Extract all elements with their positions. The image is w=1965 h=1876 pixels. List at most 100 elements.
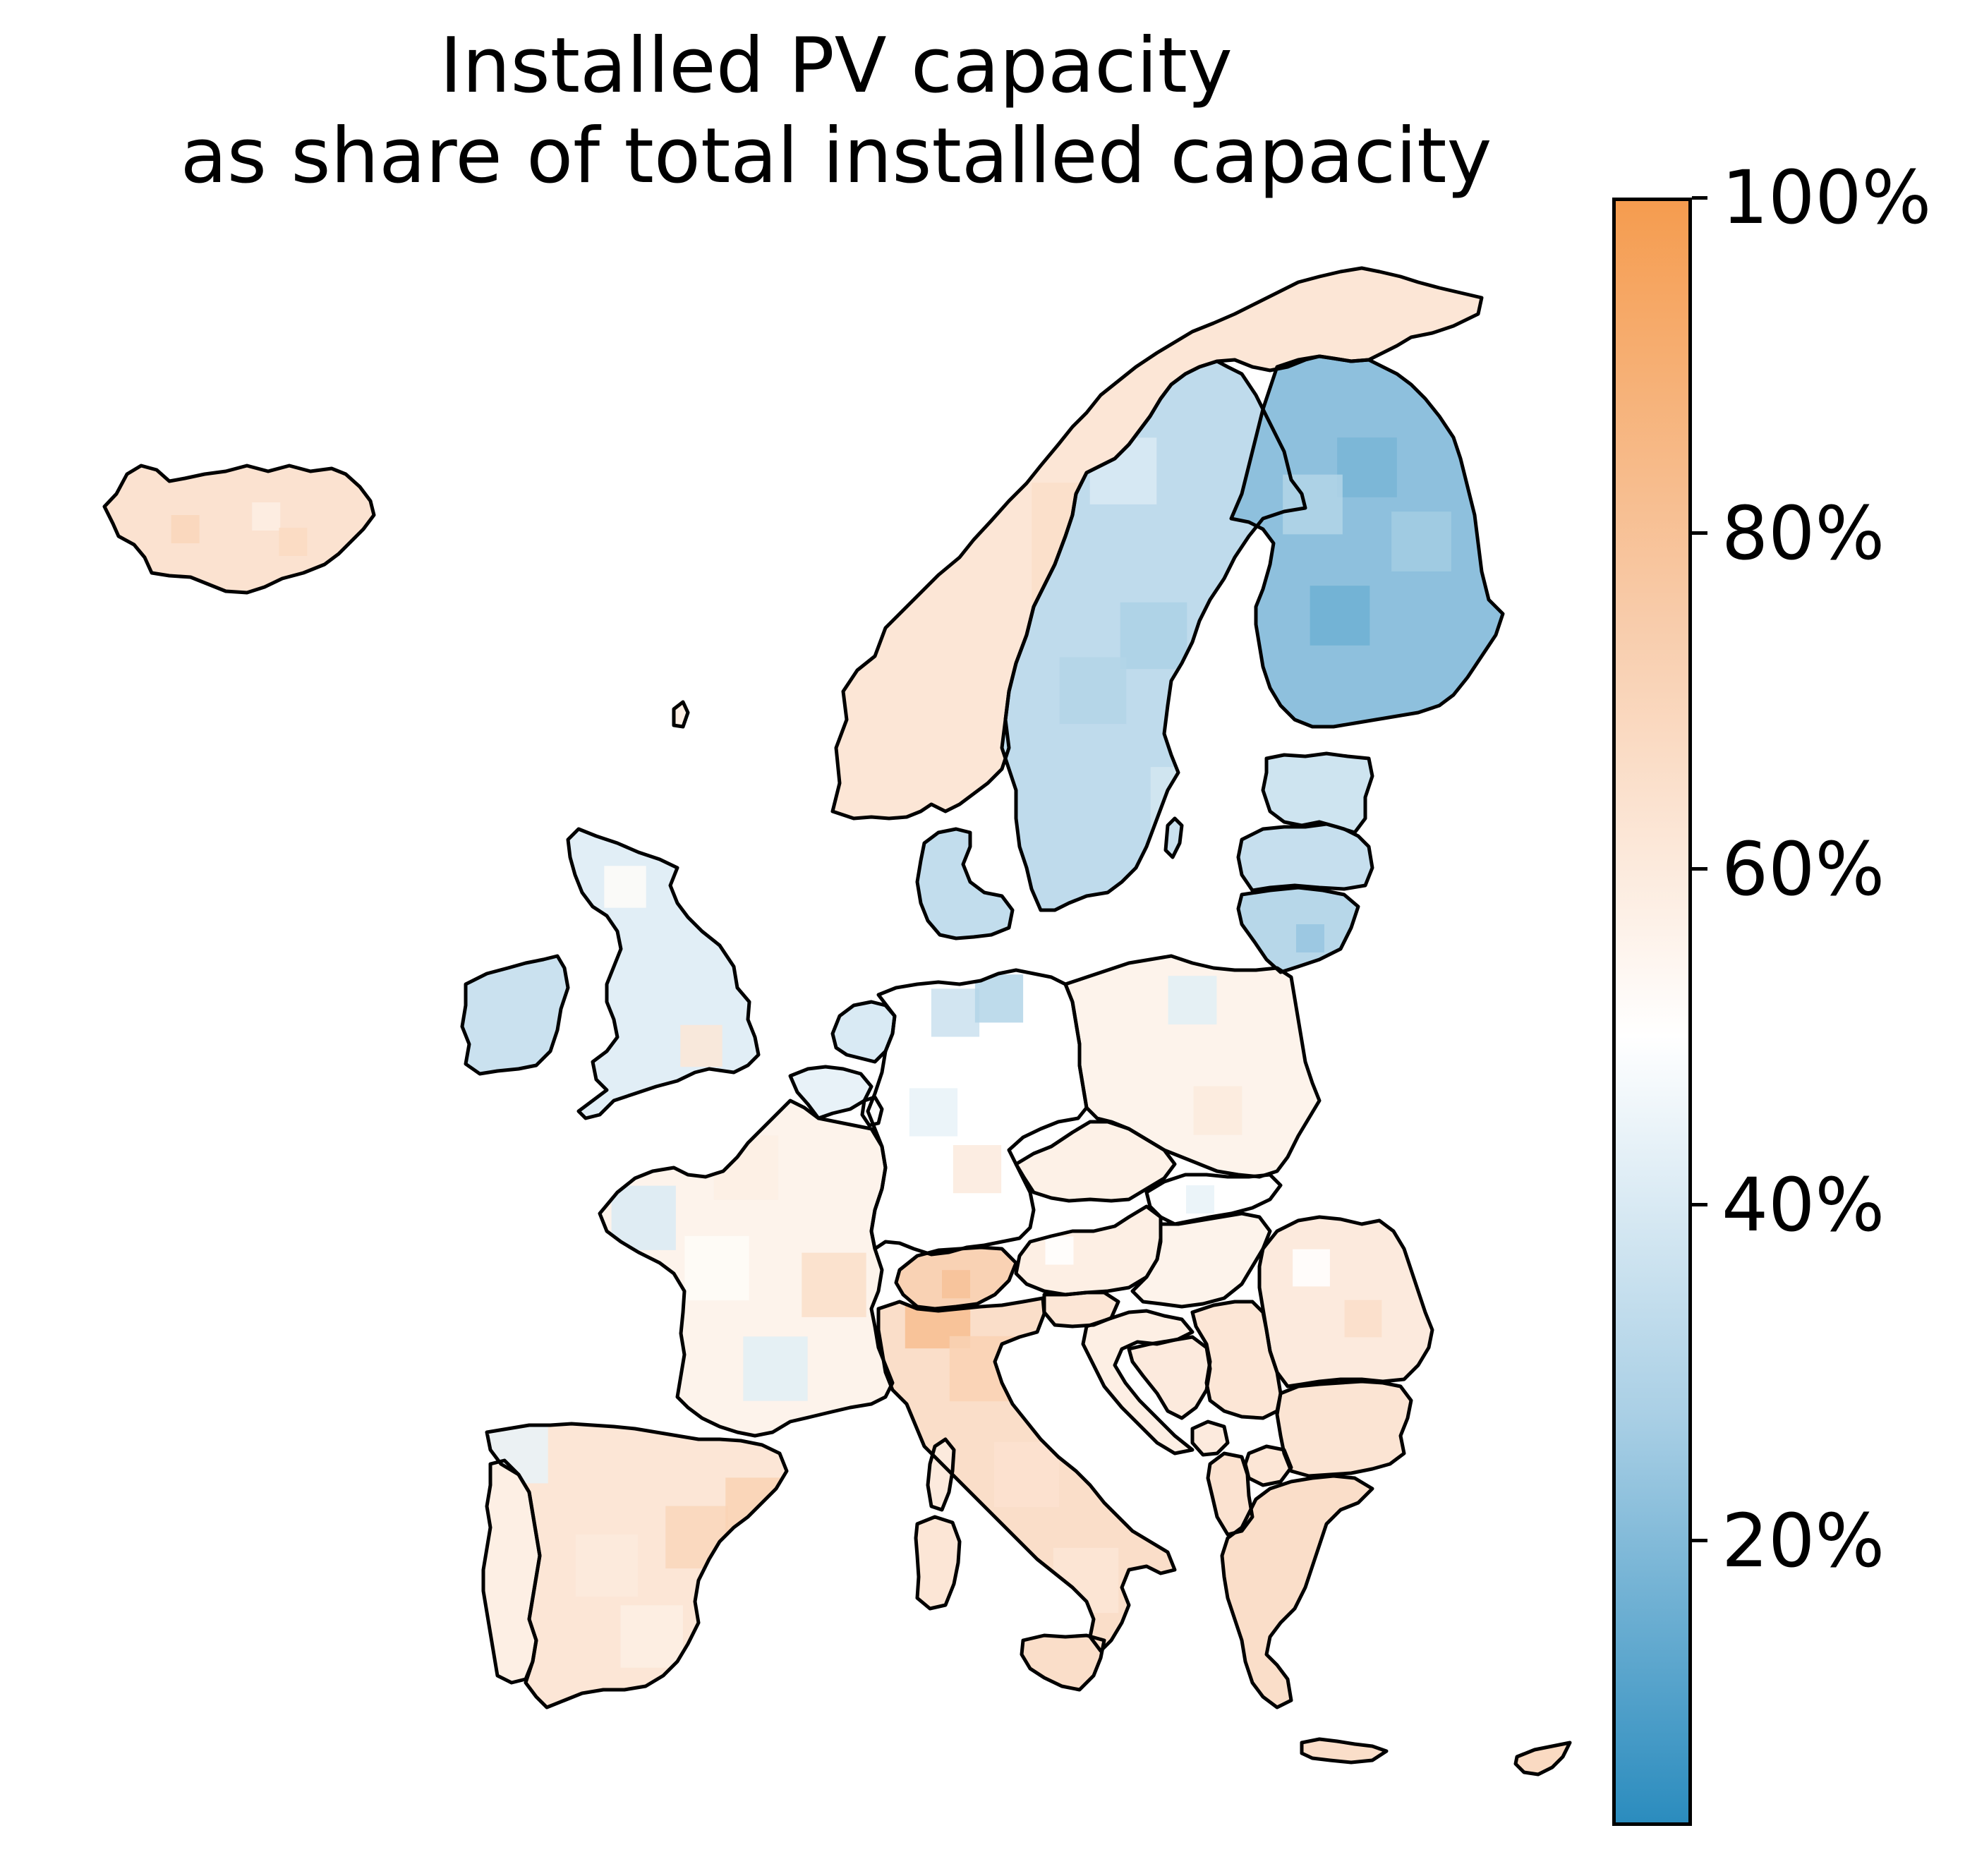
border-bosnia-and-herzegovina (1127, 1335, 1212, 1420)
border-crete (1300, 1737, 1389, 1765)
border-united-kingdom (566, 827, 761, 1120)
grid-cell (1337, 437, 1397, 497)
region-austria (1016, 1206, 1161, 1295)
grid-cell (1168, 976, 1217, 1025)
grid-cell (604, 866, 646, 908)
border-montenegro (1190, 1420, 1230, 1457)
region-denmark (917, 829, 1012, 938)
region-ireland (462, 956, 568, 1074)
grid-cell (1150, 767, 1218, 834)
region-iceland (104, 466, 374, 593)
region-north-macedonia (1245, 1446, 1291, 1485)
grid-cell (1344, 1300, 1382, 1338)
border-latvia (1236, 822, 1374, 892)
grid-cell (279, 528, 308, 556)
border-sicily (1020, 1633, 1106, 1692)
grid-cell (931, 988, 980, 1037)
border-albania (1206, 1451, 1254, 1537)
grid-cell (684, 1235, 749, 1301)
grid-cell (680, 1024, 722, 1067)
grid-cell (575, 1534, 639, 1597)
colorbar-tick-mark (1692, 531, 1707, 535)
grid-cell (171, 515, 200, 543)
border-switzerland (894, 1245, 1018, 1311)
border-poland (1063, 954, 1322, 1179)
region-estonia (1263, 754, 1372, 833)
border-romania (1257, 1215, 1434, 1388)
grid-cell (620, 1605, 683, 1668)
region-crete (1302, 1739, 1386, 1762)
colorbar-tick-mark (1692, 867, 1707, 871)
border-croatia (1081, 1309, 1195, 1456)
border-hungary (1130, 1211, 1272, 1309)
border-slovakia (1144, 1173, 1283, 1226)
region-albania (1208, 1453, 1252, 1535)
region-sicily (1022, 1635, 1104, 1690)
region-sardinia (916, 1517, 960, 1609)
grid-cell (1283, 474, 1343, 535)
grid-cell (611, 1185, 676, 1250)
border-denmark (915, 827, 1015, 940)
grid-cell (665, 1506, 728, 1569)
region-gotland (1166, 818, 1182, 857)
border-finland (1229, 354, 1505, 729)
map-title: Installed PV capacity as share of total … (0, 21, 1672, 202)
colorbar-tick-label: 40% (1722, 1161, 1885, 1248)
region-bulgaria (1277, 1381, 1411, 1476)
grid-cell (1293, 1249, 1330, 1287)
grid-cell (802, 1252, 866, 1317)
border-sweden (1000, 359, 1307, 912)
region-cells-poland (1168, 976, 1243, 1135)
grid-cell (1059, 657, 1127, 725)
region-serbia (1192, 1302, 1281, 1418)
region-cells-germany (909, 974, 1024, 1194)
grid-cell (252, 502, 281, 531)
border-sardinia (914, 1515, 962, 1611)
region-latvia (1238, 824, 1372, 890)
region-croatia (1083, 1311, 1192, 1453)
border-greece (1220, 1474, 1374, 1709)
region-bosnia-and-herzegovina (1129, 1337, 1210, 1418)
border-faroe (672, 700, 690, 729)
colorbar (1612, 198, 1692, 1826)
colorbar-tick-mark (1692, 1203, 1707, 1207)
border-cyprus (1513, 1741, 1572, 1777)
border-estonia (1261, 751, 1374, 835)
region-cells-slovakia (1186, 1185, 1214, 1214)
region-poland (1065, 956, 1319, 1177)
region-hungary (1132, 1214, 1270, 1307)
border-luxembourg (860, 1095, 884, 1127)
region-cells-austria (1045, 1236, 1074, 1265)
regions-layer (104, 268, 1570, 1774)
title-line-2: as share of total installed capacity (180, 112, 1492, 200)
borders-layer (102, 266, 1572, 1777)
grid-cell (1186, 1185, 1214, 1214)
region-cells-italy (905, 1298, 1119, 1614)
colorbar-tick-label: 60% (1722, 825, 1885, 912)
grid-cell (743, 1336, 808, 1401)
colorbar-tick-label: 20% (1722, 1497, 1885, 1584)
border-czechia (1014, 1120, 1177, 1203)
colorbar-tick-label: 80% (1722, 490, 1885, 576)
colorbar-tick-label: 100% (1722, 155, 1932, 241)
region-greece (1222, 1476, 1372, 1707)
region-cells-lithuania (1296, 924, 1324, 952)
region-cells-romania (1293, 1249, 1382, 1338)
region-norway (833, 268, 1482, 818)
region-cells-iceland (171, 502, 308, 556)
border-corsica (926, 1437, 956, 1512)
grid-cell (1391, 512, 1451, 571)
border-france (598, 1099, 895, 1438)
region-slovenia (1044, 1293, 1118, 1326)
grid-cell (1045, 1236, 1074, 1265)
region-cells-switzerland (942, 1270, 970, 1299)
region-cells-united-kingdom (604, 866, 722, 1067)
grid-cell (1120, 602, 1187, 670)
grid-cell (1193, 1086, 1243, 1135)
grid-cell (993, 1441, 1060, 1508)
colorbar-tick-mark (1692, 195, 1707, 200)
border-lithuania (1236, 885, 1360, 974)
region-czechia (1016, 1122, 1175, 1201)
colorbar-tick-mark (1692, 1539, 1707, 1542)
